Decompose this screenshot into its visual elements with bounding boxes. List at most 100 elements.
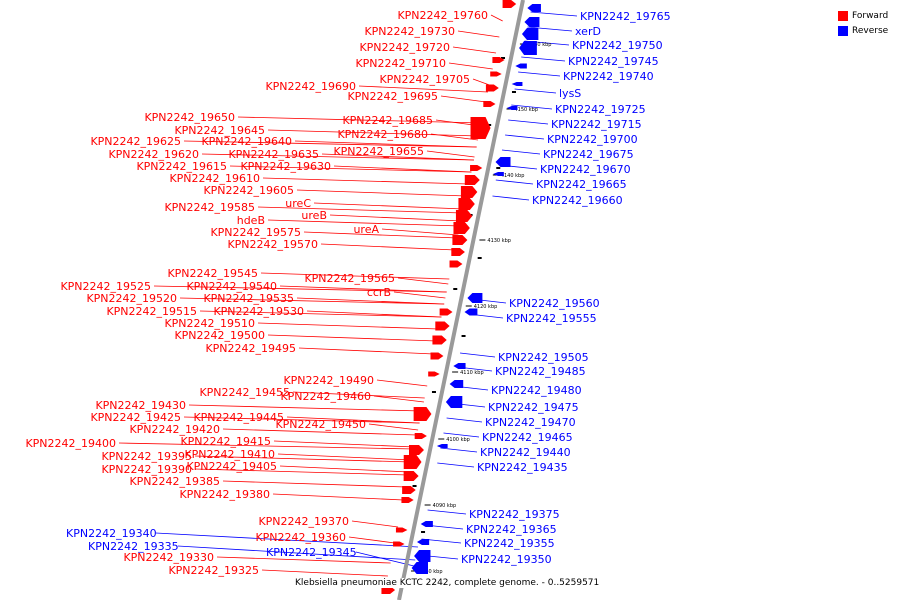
forward-gene-label: KPN2242_19510: [164, 317, 255, 330]
forward-gene-label: KPN2242_19540: [186, 280, 277, 293]
forward-connector: [329, 214, 462, 222]
legend-forward-label: Forward: [852, 10, 889, 21]
reverse-gene: [464, 308, 478, 316]
forward-gene-label: KPN2242_19705: [379, 73, 470, 86]
forward-gene: [402, 486, 416, 494]
forward-connector: [440, 95, 486, 103]
forward-gene-label: KPN2242_19650: [144, 111, 235, 124]
forward-connector: [333, 165, 472, 173]
forward-gene: [403, 471, 419, 481]
forward-connector: [430, 133, 479, 141]
forward-gene-label: KPN2242_19760: [397, 9, 488, 22]
forward-connector: [296, 189, 467, 197]
forward-gene-label: KPN2242_19605: [203, 184, 294, 197]
forward-gene-label: KPN2242_19380: [179, 488, 270, 501]
forward-connector: [348, 536, 395, 544]
reverse-gene-label: KPN2242_19740: [563, 70, 654, 83]
strand-legend: Forward Reverse: [838, 8, 888, 38]
reverse-gene-label: KPN2242_19480: [491, 384, 582, 397]
reverse-gene-label: KPN2242_19715: [551, 118, 642, 131]
reverse-connector: [446, 417, 483, 423]
forward-gene-label: KPN2242_19325: [168, 564, 259, 577]
scale-tick-label: 4090 kbp: [433, 503, 457, 509]
forward-connector: [183, 416, 420, 424]
reverse-connector: [501, 149, 541, 155]
forward-gene-label: KPN2242_19445: [193, 411, 284, 424]
forward-connector: [272, 493, 404, 501]
forward-connector: [298, 347, 434, 355]
reverse-gene-label: KPN2242_19555: [506, 312, 597, 325]
reverse-connector: [492, 195, 530, 201]
reverse-gene-label: KPN2242_19350: [461, 553, 552, 566]
reverse-connector: [155, 532, 418, 548]
forward-gene: [393, 541, 405, 547]
forward-gene-label: KPN2242_19515: [106, 305, 197, 318]
forward-gene-label: KPN2242_19610: [169, 172, 260, 185]
gene-labels: KPN2242_19760 KPN2242_19730 KPN2242_19720 K…: [25, 9, 670, 577]
forward-gene-label: KPN2242_19395: [101, 450, 192, 463]
reverse-gene-label: xerD: [575, 25, 601, 38]
forward-connector: [153, 285, 447, 293]
reverse-gene: [436, 444, 448, 448]
reverse-gene-label: KPN2242_19440: [480, 446, 571, 459]
reverse-gene-label: KPN2242_19345: [266, 546, 357, 559]
forward-gene-label: KPN2242_19625: [90, 135, 181, 148]
reverse-connector: [177, 545, 416, 561]
reverse-connector: [427, 509, 467, 515]
forward-connector: [368, 423, 419, 431]
forward-gene-label: KPN2242_19415: [180, 435, 271, 448]
forward-gene: [395, 527, 408, 533]
reverse-gene: [467, 293, 483, 303]
forward-gene: [460, 186, 478, 198]
genome-backbone: [397, 0, 525, 600]
forward-gene: [458, 198, 475, 210]
forward-gene-label: KPN2242_19385: [129, 475, 220, 488]
reverse-gene-label: KPN2242_19750: [572, 39, 663, 52]
forward-connector: [188, 404, 423, 412]
reverse-gene-label: KPN2242_19670: [540, 163, 631, 176]
forward-gene-label: KPN2242_19630: [240, 160, 331, 173]
forward-connector: [279, 285, 447, 293]
forward-connector: [222, 480, 407, 488]
forward-gene: [451, 248, 465, 256]
forward-connector: [261, 569, 388, 577]
forward-connector: [358, 85, 489, 93]
forward-gene-label: KPN2242_19710: [355, 57, 446, 70]
forward-gene: [435, 321, 450, 331]
reverse-connector: [508, 119, 549, 125]
forward-connector: [279, 465, 410, 473]
reverse-connector: [355, 551, 415, 567]
reverse-gene-label: KPN2242_19465: [482, 431, 573, 444]
forward-gene-label: KPN2242_19455: [199, 386, 290, 399]
reverse-gene: [519, 41, 537, 55]
forward-gene-label: KPN2242_19420: [129, 423, 220, 436]
forward-gene: [428, 371, 440, 377]
forward-gene-label: ureB: [301, 209, 327, 222]
forward-gene-label: KPN2242_19570: [227, 238, 318, 251]
forward-gene-label: KPN2242_19695: [347, 90, 438, 103]
forward-gene: [449, 260, 463, 268]
forward-connector: [201, 153, 474, 161]
reverse-gene: [416, 539, 430, 545]
forward-connector: [351, 520, 399, 528]
reverse-connector: [505, 134, 545, 140]
reverse-connector: [518, 71, 561, 77]
forward-gene: [485, 84, 499, 92]
forward-gene: [470, 117, 491, 139]
forward-connector: [194, 455, 412, 463]
forward-gene: [414, 433, 427, 439]
forward-gene-label: KPN2242_19525: [60, 280, 151, 293]
reverse-connector: [530, 11, 578, 17]
forward-connector: [381, 228, 459, 236]
forward-gene-label: KPN2242_19490: [283, 374, 374, 387]
forward-connector: [199, 310, 442, 318]
reverse-gene-label: KPN2242_19335: [88, 540, 179, 553]
forward-gene-label: ureA: [353, 223, 379, 236]
forward-gene: [453, 222, 470, 234]
forward-gene: [439, 308, 453, 316]
reverse-gene-label: KPN2242_19470: [485, 416, 576, 429]
forward-connector: [393, 291, 446, 299]
scale-tick-label: 4160 kbp: [528, 42, 552, 48]
forward-gene-label: KPN2242_19370: [258, 515, 349, 528]
